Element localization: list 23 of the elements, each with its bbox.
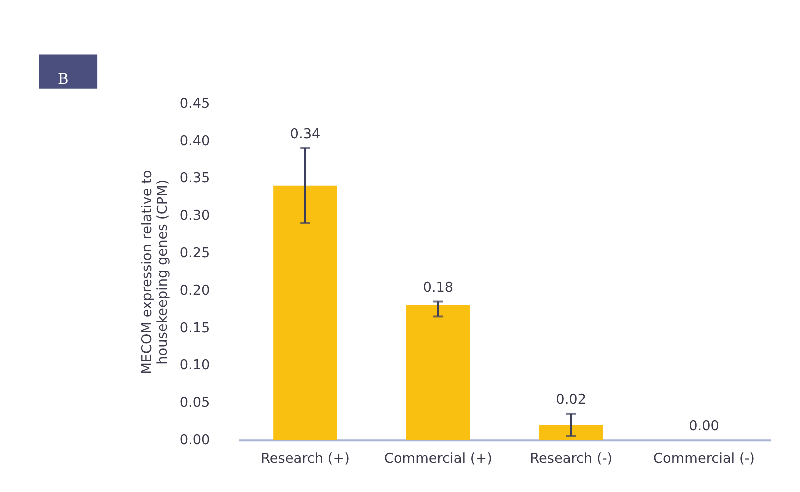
text: B bbox=[58, 71, 69, 88]
x-tick-label: Research (+) bbox=[260, 451, 350, 468]
x-tick-label: Commercial (+) bbox=[384, 451, 492, 468]
data-label: 0.02 bbox=[556, 392, 587, 408]
y-tick-label: 0.30 bbox=[180, 208, 210, 224]
x-tick-label: Research (-) bbox=[530, 451, 613, 468]
y-axis-title: MECOM expression relative to housekeeping genes (CPM) bbox=[140, 170, 172, 374]
y-tick-label: 0.35 bbox=[180, 170, 210, 187]
y-tick-label: 0.40 bbox=[180, 133, 210, 150]
x-tick-label: Commercial (-) bbox=[654, 451, 756, 468]
y-tick-label: 0.15 bbox=[180, 320, 210, 336]
bar bbox=[274, 186, 338, 440]
y-tick-label: 0.45 bbox=[180, 96, 210, 112]
y-tick-label: 0.00 bbox=[180, 432, 210, 449]
data-label: 0.00 bbox=[689, 418, 720, 434]
bar bbox=[406, 306, 470, 440]
y-tick-label: 0.20 bbox=[180, 282, 210, 299]
data-label: 0.34 bbox=[290, 126, 321, 143]
y-tick-label: 0.25 bbox=[180, 246, 210, 262]
bar bbox=[539, 425, 604, 440]
y-tick-label: 0.05 bbox=[180, 395, 210, 412]
data-label: 0.18 bbox=[423, 280, 454, 296]
y-tick-label: 0.10 bbox=[180, 358, 210, 374]
